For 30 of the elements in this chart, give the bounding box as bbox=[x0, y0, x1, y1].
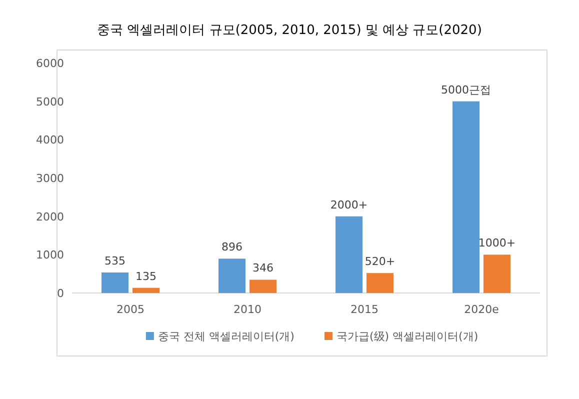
bar bbox=[452, 101, 480, 293]
chart-title: 중국 엑셀러레이터 규모(2005, 2010, 2015) 및 예상 규모(2020) bbox=[97, 23, 482, 38]
y-tick-label: 4000 bbox=[36, 134, 64, 147]
x-tick-label: 2020e bbox=[464, 303, 500, 316]
y-tick-label: 5000 bbox=[36, 95, 64, 108]
data-label: 1000+ bbox=[478, 236, 516, 250]
data-label: 2000+ bbox=[330, 198, 368, 212]
bar bbox=[218, 258, 246, 293]
x-tick-label: 2015 bbox=[350, 303, 378, 316]
bar bbox=[132, 288, 160, 293]
legend-label: 국가급(级) 액셀러레이터(개) bbox=[336, 330, 478, 343]
data-label: 5000근접 bbox=[441, 83, 491, 96]
bar bbox=[366, 273, 394, 293]
data-label: 346 bbox=[252, 262, 274, 275]
bar bbox=[336, 216, 362, 293]
bar bbox=[102, 272, 128, 293]
y-tick-label: 1000 bbox=[36, 248, 64, 262]
y-tick-label: 3000 bbox=[36, 172, 64, 185]
data-label: 135 bbox=[136, 270, 156, 283]
x-tick-label: 2010 bbox=[234, 303, 262, 316]
data-label: 896 bbox=[222, 240, 242, 254]
y-tick-label: 2000 bbox=[36, 210, 64, 224]
legend-label: 중국 전체 액셀러레이터(개) bbox=[158, 330, 294, 343]
y-tick-label: 0 bbox=[57, 287, 64, 300]
data-label: 520+ bbox=[364, 255, 396, 268]
y-tick-label: 6000 bbox=[36, 57, 64, 70]
data-label: 535 bbox=[104, 254, 126, 268]
bar bbox=[250, 280, 276, 293]
bar bbox=[484, 254, 510, 293]
x-tick-label: 2005 bbox=[116, 303, 144, 316]
